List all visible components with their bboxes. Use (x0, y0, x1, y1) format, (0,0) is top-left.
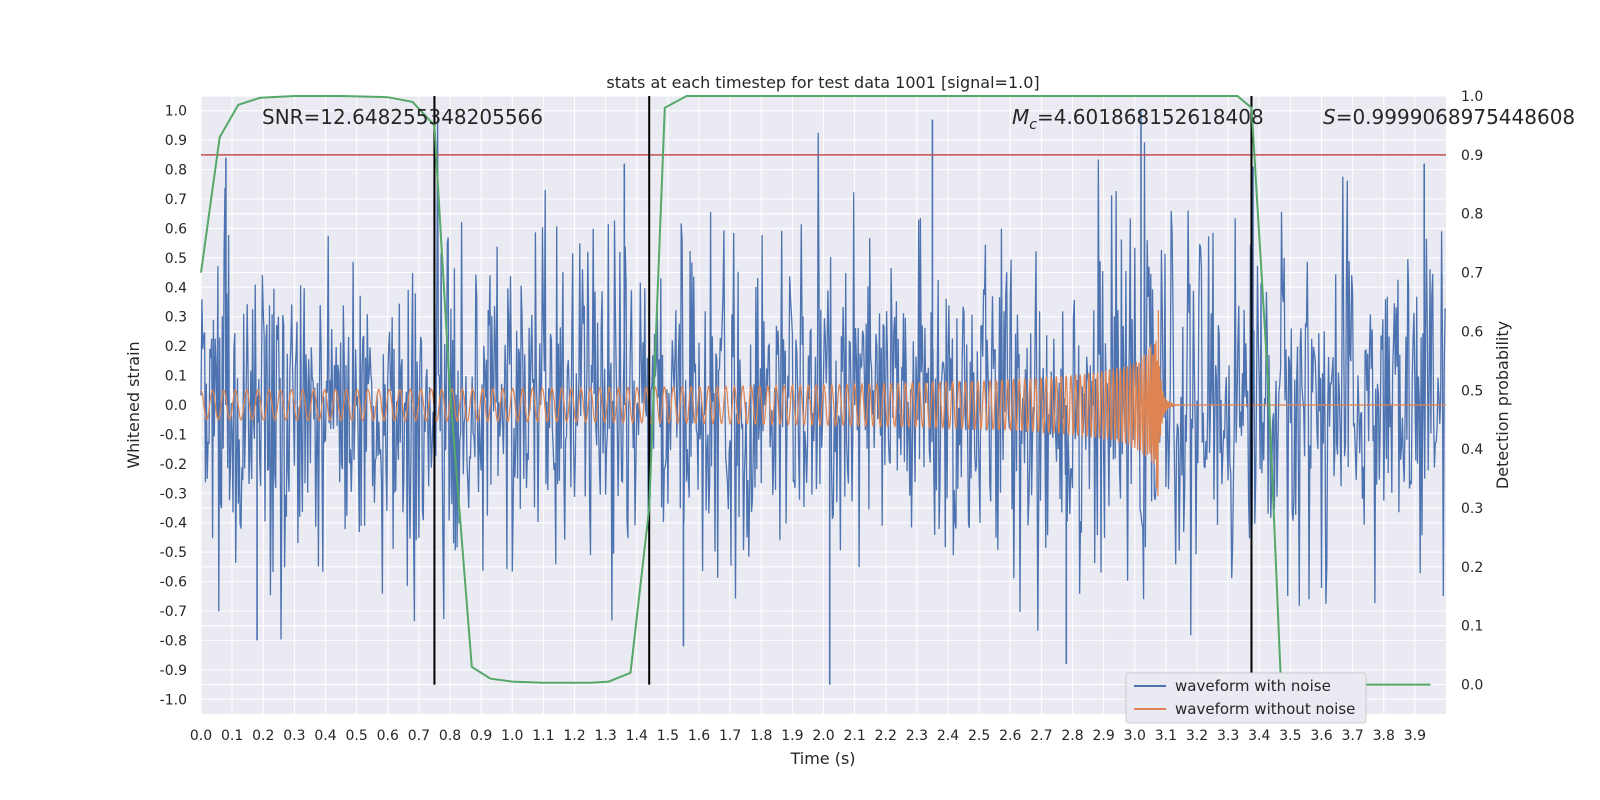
x-tick-label: 2.0 (812, 728, 834, 744)
y-right-tick-label: 0.3 (1461, 501, 1483, 517)
x-tick-label: 1.9 (781, 728, 803, 744)
y-left-tick-label: -0.9 (160, 663, 187, 679)
x-tick-label: 2.3 (906, 728, 928, 744)
y-axis-label-left: Whitened strain (124, 341, 143, 468)
x-tick-label: 0.4 (314, 728, 336, 744)
y-right-tick-label: 1.0 (1461, 89, 1483, 105)
x-tick-label: 2.8 (1061, 728, 1083, 744)
noise-trace (200, 116, 1447, 640)
x-tick-label: 0.7 (408, 728, 430, 744)
y-left-tick-label: -0.4 (160, 516, 187, 532)
x-tick-label: 2.4 (937, 728, 959, 744)
series-detection-probability (200, 95, 1431, 686)
chart-title: stats at each timestep for test data 100… (606, 73, 1039, 92)
y-right-tick-label: 0.1 (1461, 619, 1483, 635)
legend-label-clean: waveform without noise (1175, 700, 1355, 718)
y-left-tick-label: 0.1 (165, 369, 187, 385)
y-right-tick-label: 0.8 (1461, 207, 1483, 223)
x-tick-label: 3.1 (1155, 728, 1177, 744)
x-tick-label: 1.7 (719, 728, 741, 744)
x-tick-label: 0.0 (190, 728, 212, 744)
y-left-tick-label: -1.0 (160, 692, 187, 708)
chirp-mass-annotation: Mc=4.601868152618408 (1012, 105, 1264, 133)
x-tick-label: 3.0 (1124, 728, 1146, 744)
x-tick-label: 3.3 (1217, 728, 1239, 744)
tick-labels: 0.0 0.1 0.2 0.3 0.4 0.5 0.6 0.7 0.8 0.9 1.0 1.1 1.2 1… (160, 89, 1484, 744)
x-tick-label: 1.8 (750, 728, 772, 744)
legend-box (1125, 672, 1367, 724)
y-right-tick-label: 0.4 (1461, 442, 1483, 458)
x-tick-label: 3.4 (1248, 728, 1270, 744)
y-left-tick-label: 0.5 (165, 251, 187, 267)
legend-label-noise: waveform with noise (1175, 677, 1331, 695)
x-tick-label: 1.4 (626, 728, 648, 744)
x-tick-label: 0.3 (283, 728, 305, 744)
y-right-tick-label: 0.6 (1461, 324, 1483, 340)
y-left-tick-label: 0.7 (165, 192, 187, 208)
series-waveform-without-noise (200, 309, 1446, 497)
y-left-tick-label: 0.9 (165, 133, 187, 149)
y-right-tick-label: 0.0 (1461, 678, 1483, 694)
x-tick-label: 3.6 (1310, 728, 1332, 744)
legend: waveform with noise waveform without noi… (1125, 672, 1367, 724)
score-annotation: S=0.9999068975448608 (1323, 105, 1575, 129)
x-tick-label: 3.5 (1279, 728, 1301, 744)
chirp-trace (200, 309, 1446, 497)
series-waveform-with-noise (200, 110, 1447, 685)
x-tick-label: 2.9 (1092, 728, 1114, 744)
x-tick-label: 0.2 (252, 728, 274, 744)
x-tick-label: 2.6 (999, 728, 1021, 744)
x-tick-label: 3.9 (1404, 728, 1426, 744)
x-tick-label: 3.8 (1373, 728, 1395, 744)
x-tick-label: 2.7 (1030, 728, 1052, 744)
x-tick-label: 1.5 (657, 728, 679, 744)
y-left-tick-label: 0.6 (165, 221, 187, 237)
x-tick-label: 0.6 (377, 728, 399, 744)
x-tick-label: 2.1 (843, 728, 865, 744)
y-left-tick-label: 0.4 (165, 280, 187, 296)
y-left-tick-label: -0.8 (160, 633, 187, 649)
y-left-tick-label: 0.3 (165, 310, 187, 326)
y-left-tick-label: -0.6 (160, 575, 187, 591)
y-left-tick-label: -0.2 (160, 457, 187, 473)
x-axis-label: Time (s) (789, 749, 855, 768)
y-right-tick-label: 0.2 (1461, 560, 1483, 576)
grid (200, 95, 1446, 714)
y-left-tick-label: 0.8 (165, 163, 187, 179)
x-tick-label: 1.0 (501, 728, 523, 744)
x-tick-label: 2.2 (875, 728, 897, 744)
x-tick-label: 3.2 (1186, 728, 1208, 744)
x-tick-label: 1.6 (688, 728, 710, 744)
y-right-tick-label: 0.7 (1461, 266, 1483, 282)
x-tick-label: 0.8 (439, 728, 461, 744)
y-left-tick-label: 1.0 (165, 104, 187, 120)
x-tick-label: 1.3 (594, 728, 616, 744)
snr-annotation: SNR=12.648255348205566 (262, 105, 543, 129)
x-tick-label: 1.1 (532, 728, 554, 744)
y-left-tick-label: 0.2 (165, 339, 187, 355)
overlays (201, 96, 1446, 685)
x-tick-label: 0.1 (221, 728, 243, 744)
y-right-tick-label: 0.9 (1461, 148, 1483, 164)
y-left-tick-label: -0.7 (160, 604, 187, 620)
y-left-tick-label: 0.0 (165, 398, 187, 414)
y-left-tick-label: -0.5 (160, 545, 187, 561)
x-tick-label: 2.5 (968, 728, 990, 744)
x-tick-label: 1.2 (563, 728, 585, 744)
x-tick-label: 3.7 (1341, 728, 1363, 744)
y-right-tick-label: 0.5 (1461, 383, 1483, 399)
y-left-tick-label: -0.3 (160, 486, 187, 502)
x-tick-label: 0.5 (345, 728, 367, 744)
probability-trace (200, 95, 1431, 686)
x-tick-label: 0.9 (470, 728, 492, 744)
y-axis-label-right: Detection probability (1493, 321, 1512, 489)
y-left-tick-label: -0.1 (160, 427, 187, 443)
